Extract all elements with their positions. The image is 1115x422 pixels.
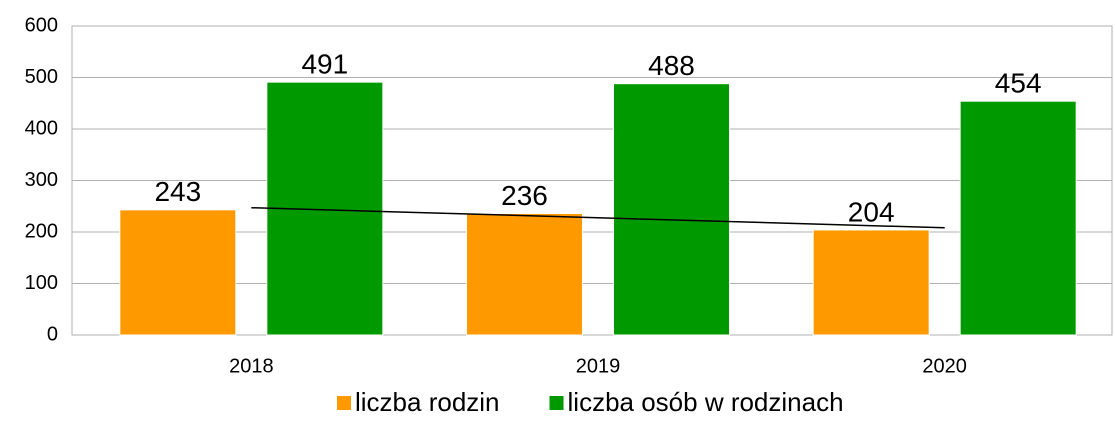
x-tick-label: 2020	[922, 355, 967, 377]
y-tick-label: 400	[25, 117, 58, 139]
plot-border	[71, 25, 1113, 336]
bar	[613, 83, 730, 336]
y-tick-label: 600	[25, 14, 58, 36]
data-label: 488	[648, 50, 695, 81]
legend-label: liczba osób w rodzinach	[568, 387, 844, 417]
legend-swatch	[337, 396, 351, 410]
data-label: 454	[995, 68, 1042, 99]
y-tick-label: 200	[25, 220, 58, 242]
data-label: 236	[501, 180, 548, 211]
y-tick-label: 500	[25, 66, 58, 88]
bar	[959, 100, 1077, 336]
data-label: 243	[154, 176, 201, 207]
data-label: 491	[301, 49, 348, 80]
data-label: 204	[848, 196, 895, 227]
bar	[119, 209, 237, 336]
bar	[466, 212, 583, 336]
trendline	[251, 206, 945, 229]
x-tick-label: 2019	[576, 355, 621, 377]
bar	[812, 229, 930, 336]
y-tick-label: 100	[25, 272, 58, 294]
x-tick-label: 2018	[229, 355, 274, 377]
legend-swatch	[549, 396, 564, 410]
y-tick-label: 0	[47, 323, 58, 345]
y-tick-label: 300	[25, 169, 58, 191]
legend-label: liczba rodzin	[355, 387, 500, 417]
